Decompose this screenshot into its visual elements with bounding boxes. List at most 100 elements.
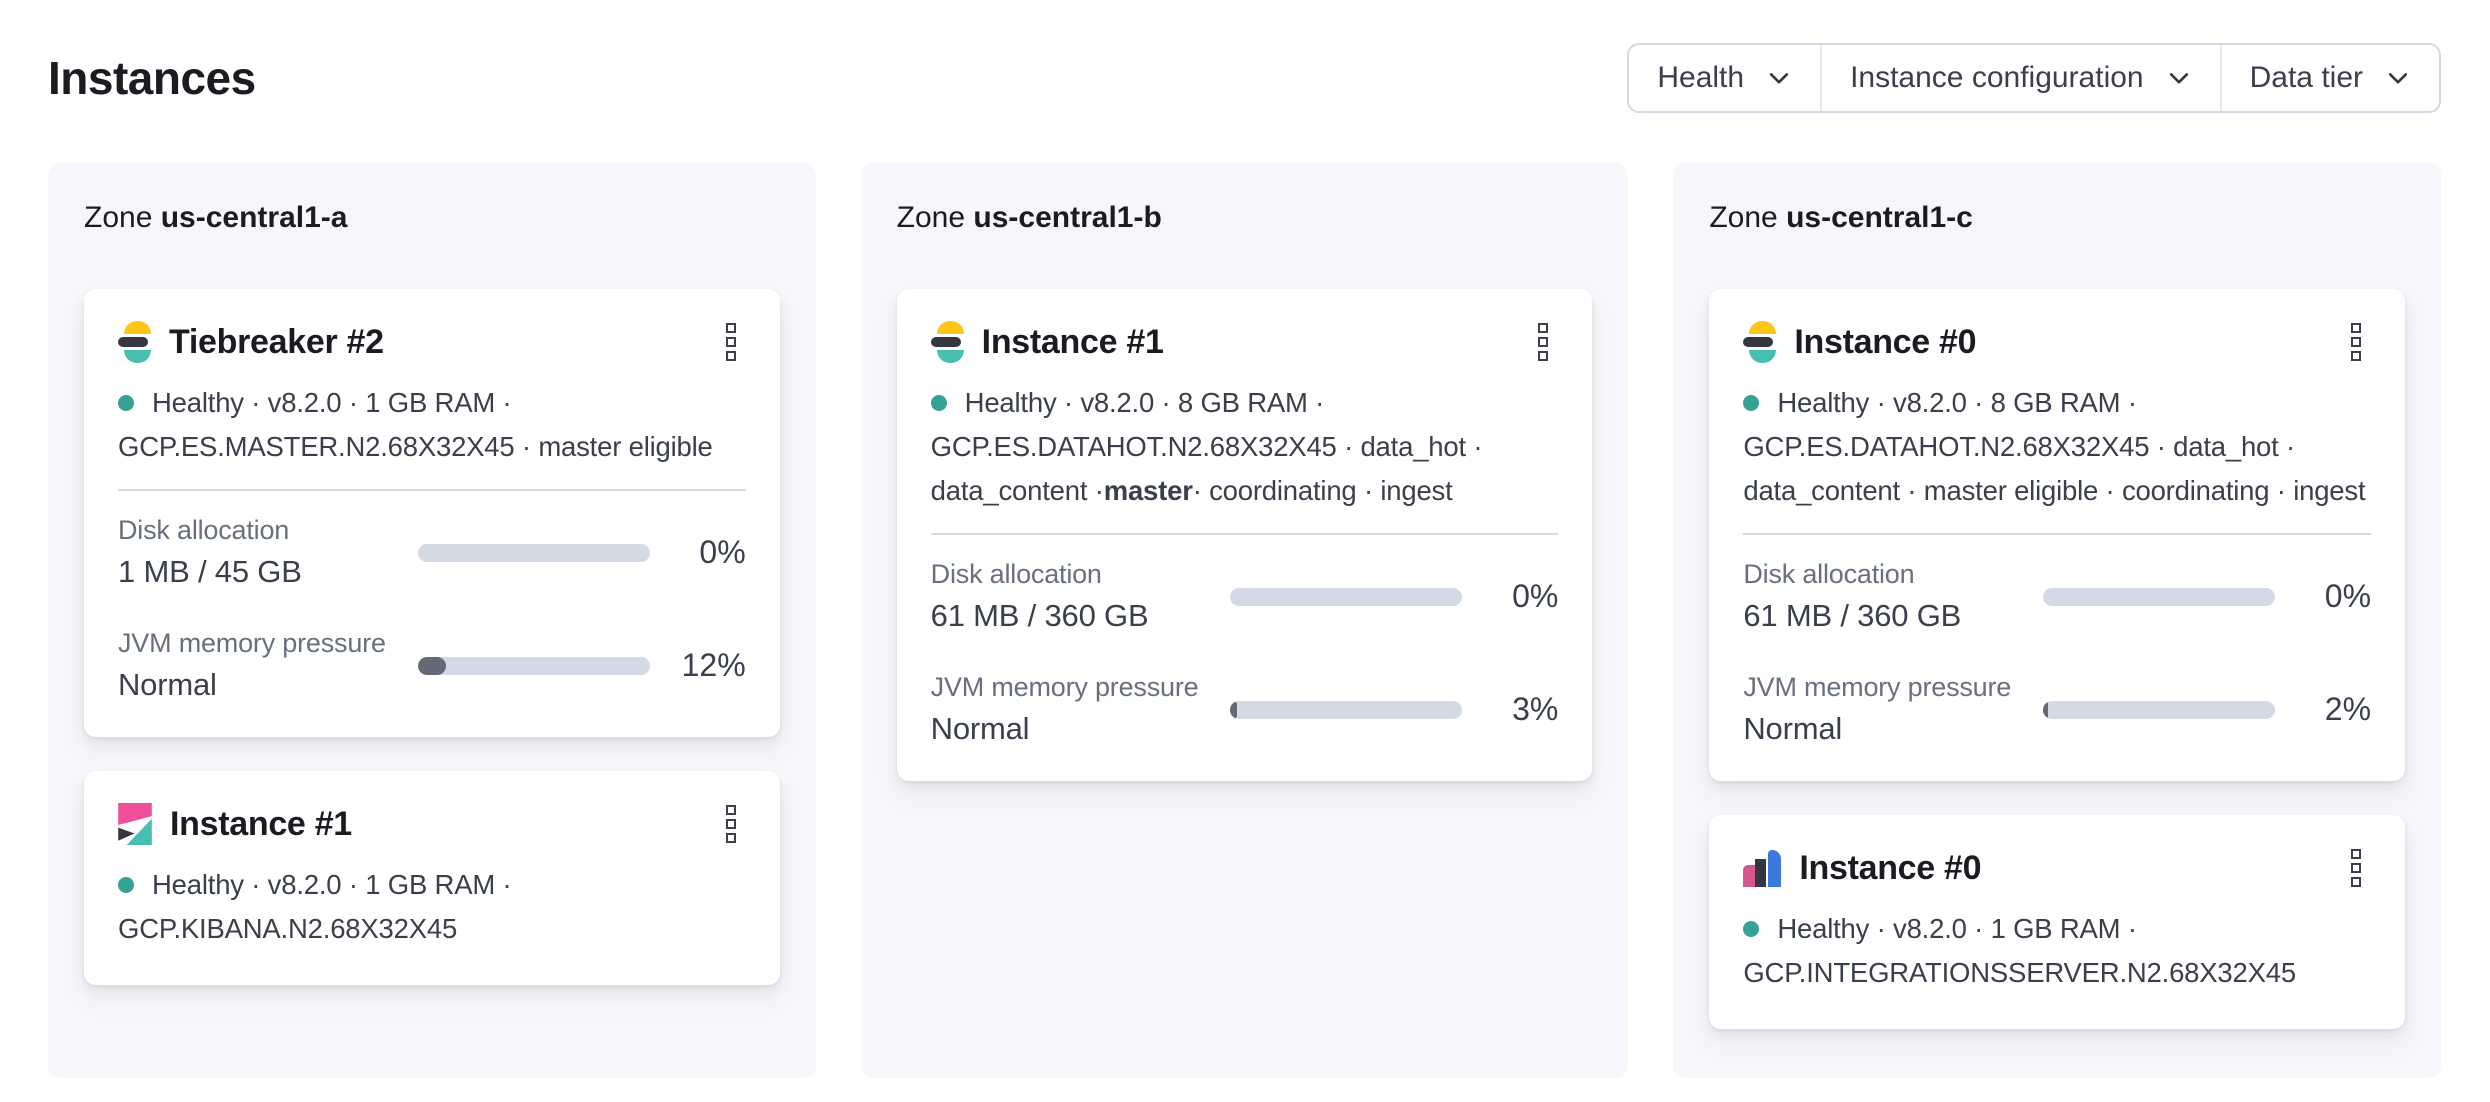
- metric-percent: 0%: [2324, 578, 2372, 614]
- health-status-line: Healthy · v8.2.0 · 8 GB RAM ·: [1743, 381, 2371, 425]
- boxes-vertical-icon: [725, 805, 736, 843]
- elasticsearch-logo-icon: [1743, 320, 1777, 364]
- instance-card: Instance #0 Healthy · v8.2.0 · 8 GB RAM …: [1709, 289, 2406, 781]
- zone-name: us-central1-b: [973, 201, 1162, 234]
- card-header: Instance #1: [930, 319, 1559, 365]
- zone-label-prefix: Zone: [1709, 201, 1778, 234]
- integrations-server-logo-icon: [1743, 849, 1782, 887]
- instance-card: Instance #1 Healthy · v8.2.0 · 1 GB RAM …: [84, 771, 780, 985]
- filter-data-tier-label: Data tier: [2249, 61, 2363, 94]
- filter-group: Health Instance configuration Data tier: [1627, 43, 2441, 113]
- metric-label: JVM memory pressure: [930, 672, 1199, 702]
- disk-allocation-row: Disk allocation 61 MB / 360 GB 0%: [1743, 559, 2371, 634]
- metric-value: Normal: [930, 711, 1030, 746]
- status-text: GCP.ES.DATAHOT.N2.68X32X45 · data_hot ·: [930, 431, 1483, 462]
- zone-panel-us-central1-a: Zone us-central1-a Tiebreaker #2 Healthy…: [48, 163, 816, 1078]
- instance-menu-button[interactable]: [722, 319, 740, 365]
- page-header: Instances Health Instance configuration …: [48, 42, 2441, 114]
- zone-label-prefix: Zone: [896, 201, 966, 234]
- metric-percent: 0%: [1512, 578, 1559, 614]
- instance-card: Instance #1 Healthy · v8.2.0 · 8 GB RAM …: [896, 289, 1593, 781]
- instance-menu-button[interactable]: [1534, 319, 1552, 365]
- metric-value: 1 MB / 45 GB: [118, 554, 302, 589]
- metric-value: Normal: [118, 667, 217, 702]
- status-block: Healthy · v8.2.0 · 8 GB RAM · GCP.ES.DAT…: [930, 381, 1559, 513]
- jvm-memory-pressure-row: JVM memory pressure Normal 12%: [118, 628, 746, 703]
- metric-value: 61 MB / 360 GB: [1743, 598, 1962, 633]
- boxes-vertical-icon: [725, 323, 736, 361]
- status-block: Healthy · v8.2.0 · 1 GB RAM · GCP.INTEGR…: [1743, 907, 2371, 995]
- status-text: GCP.ES.DATAHOT.N2.68X32X45 · data_hot ·: [1743, 431, 2295, 462]
- zone-name: us-central1-c: [1786, 201, 1973, 234]
- status-text: Healthy · v8.2.0 · 1 GB RAM ·: [1777, 913, 2137, 944]
- health-status-line: Healthy · v8.2.0 · 1 GB RAM ·: [1743, 907, 2371, 951]
- metrics-block: Disk allocation 1 MB / 45 GB 0% JVM memo…: [118, 515, 746, 703]
- card-header: Tiebreaker #2: [118, 319, 746, 365]
- filter-instance-configuration-button[interactable]: Instance configuration: [1820, 45, 2220, 111]
- zone-label: Zone us-central1-b: [897, 201, 1593, 235]
- card-header: Instance #0: [1743, 319, 2371, 365]
- health-status-line: Healthy · v8.2.0 · 1 GB RAM ·: [118, 863, 746, 907]
- metric-label: Disk allocation: [118, 515, 290, 545]
- instance-menu-button[interactable]: [2347, 319, 2365, 365]
- instance-title: Instance #1: [981, 322, 1164, 361]
- instance-menu-button[interactable]: [2347, 845, 2365, 891]
- status-block: Healthy · v8.2.0 · 1 GB RAM · GCP.KIBANA…: [118, 863, 746, 951]
- kibana-logo-icon: [118, 803, 152, 845]
- zone-panel-us-central1-b: Zone us-central1-b Instance #1 Healthy ·…: [860, 163, 1629, 1078]
- metric-percent: 0%: [699, 534, 746, 570]
- instance-menu-button[interactable]: [722, 801, 740, 847]
- metric-percent: 3%: [1512, 691, 1559, 727]
- progress-bar: [2043, 700, 2276, 719]
- zone-panel-us-central1-c: Zone us-central1-c Instance #0 Healthy ·…: [1673, 163, 2442, 1078]
- health-dot-icon: [118, 395, 134, 411]
- progress-bar: [2043, 587, 2276, 606]
- status-text: Healthy · v8.2.0 · 8 GB RAM ·: [1777, 387, 2137, 418]
- health-status-line: Healthy · v8.2.0 · 8 GB RAM ·: [930, 381, 1559, 425]
- filter-health-label: Health: [1657, 61, 1745, 94]
- metrics-block: Disk allocation 61 MB / 360 GB 0% JVM me…: [931, 559, 1559, 747]
- metric-label: Disk allocation: [1743, 559, 1915, 589]
- metric-label: JVM memory pressure: [1743, 672, 2012, 702]
- metric-percent: 2%: [2324, 691, 2372, 727]
- chevron-down-icon: [1766, 65, 1792, 91]
- disk-allocation-row: Disk allocation 1 MB / 45 GB 0%: [118, 515, 746, 590]
- status-text: Healthy · v8.2.0 · 1 GB RAM ·: [152, 869, 512, 900]
- filter-data-tier-button[interactable]: Data tier: [2219, 45, 2439, 111]
- jvm-memory-pressure-row: JVM memory pressure Normal 2%: [1743, 672, 2371, 747]
- health-dot-icon: [1743, 395, 1760, 411]
- status-text: GCP.KIBANA.N2.68X32X45: [118, 913, 458, 944]
- progress-fill: [2043, 700, 2048, 719]
- progress-bar: [417, 543, 650, 562]
- filter-health-button[interactable]: Health: [1629, 45, 1820, 111]
- health-dot-icon: [930, 395, 947, 411]
- status-text: Healthy · v8.2.0 · 8 GB RAM ·: [964, 387, 1325, 418]
- metric-percent: 12%: [681, 647, 746, 683]
- progress-bar: [417, 656, 650, 675]
- progress-bar: [1230, 700, 1463, 719]
- boxes-vertical-icon: [2351, 323, 2362, 361]
- instance-card: Tiebreaker #2 Healthy · v8.2.0 · 1 GB RA…: [84, 289, 780, 737]
- status-block: Healthy · v8.2.0 · 1 GB RAM · GCP.ES.MAS…: [118, 381, 746, 469]
- status-text: GCP.ES.MASTER.N2.68X32X45 · master eligi…: [118, 431, 713, 462]
- card-header: Instance #0: [1743, 845, 2371, 891]
- status-text: data_content · master eligible · coordin…: [1743, 475, 2366, 506]
- instance-title: Instance #0: [1794, 322, 1977, 361]
- page-title: Instances: [48, 52, 256, 104]
- progress-fill: [1230, 700, 1238, 719]
- zone-label: Zone us-central1-a: [84, 201, 780, 235]
- metric-label: JVM memory pressure: [118, 628, 386, 658]
- progress-fill: [417, 656, 446, 675]
- card-header: Instance #1: [118, 801, 746, 847]
- divider: [1743, 533, 2372, 535]
- instance-title: Tiebreaker #2: [169, 322, 384, 361]
- metrics-block: Disk allocation 61 MB / 360 GB 0% JVM me…: [1743, 559, 2371, 747]
- metric-value: Normal: [1743, 711, 1843, 746]
- zone-name: us-central1-a: [160, 201, 348, 234]
- progress-bar: [1230, 587, 1463, 606]
- instance-title: Instance #0: [1799, 848, 1982, 887]
- boxes-vertical-icon: [2351, 849, 2362, 887]
- jvm-memory-pressure-row: JVM memory pressure Normal 3%: [931, 672, 1559, 747]
- status-text: data_content · master · coordinating · i…: [930, 475, 1453, 506]
- chevron-down-icon: [2166, 65, 2192, 91]
